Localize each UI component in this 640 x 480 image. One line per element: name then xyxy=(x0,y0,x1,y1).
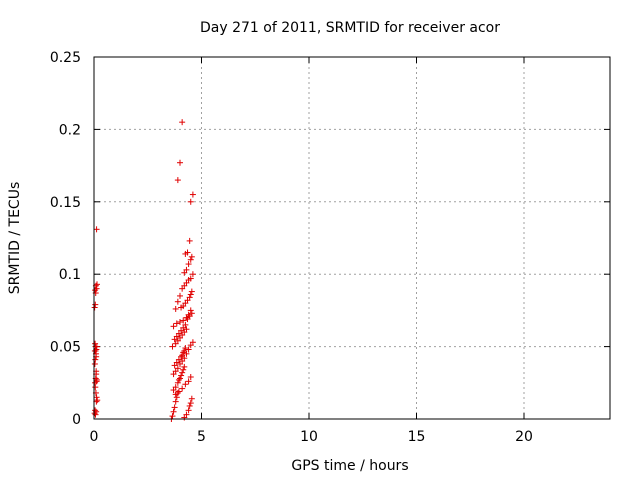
data-point xyxy=(177,318,183,325)
y-tick-label: 0.2 xyxy=(59,122,81,138)
data-point xyxy=(170,408,177,415)
data-point xyxy=(180,349,187,356)
data-point xyxy=(175,376,182,383)
data-point xyxy=(94,397,101,404)
data-point xyxy=(173,394,180,401)
data-point xyxy=(92,343,99,350)
data-point xyxy=(187,291,194,298)
data-point xyxy=(189,339,196,346)
data-point xyxy=(189,271,196,278)
data-point xyxy=(182,345,189,352)
data-point xyxy=(182,321,189,328)
data-point xyxy=(177,159,183,166)
data-point xyxy=(186,294,193,301)
data-points xyxy=(91,119,196,422)
data-point xyxy=(92,287,99,294)
data-point xyxy=(187,307,194,314)
data-point xyxy=(169,343,176,350)
data-point xyxy=(180,317,187,324)
data-point xyxy=(187,400,194,407)
data-point xyxy=(174,379,181,386)
data-point xyxy=(182,381,189,388)
data-point xyxy=(183,350,190,357)
chart-title: Day 271 of 2011, SRMTID for receiver aco… xyxy=(200,20,500,36)
data-point xyxy=(171,404,178,411)
data-point xyxy=(179,119,186,126)
data-point xyxy=(172,398,179,405)
data-point xyxy=(181,363,188,370)
data-point xyxy=(170,323,177,330)
data-point xyxy=(93,376,100,383)
data-point xyxy=(175,388,182,395)
data-point xyxy=(188,395,195,402)
y-tick-label: 0.25 xyxy=(50,50,81,66)
y-tick-label: 0 xyxy=(72,412,81,428)
data-point xyxy=(188,310,195,317)
y-tick-label: 0.05 xyxy=(50,340,81,356)
data-point xyxy=(184,249,191,256)
data-point xyxy=(189,191,196,198)
data-point xyxy=(181,355,188,362)
data-point xyxy=(93,226,100,233)
data-point xyxy=(187,256,194,263)
data-point xyxy=(94,281,101,288)
x-axis-label: GPS time / hours xyxy=(291,458,408,474)
data-point xyxy=(185,311,192,318)
plot-frame xyxy=(93,56,611,420)
data-point xyxy=(187,275,194,282)
data-point xyxy=(187,374,194,381)
data-point xyxy=(179,369,186,376)
data-point xyxy=(178,372,185,379)
data-point xyxy=(172,305,179,312)
data-point xyxy=(169,413,176,420)
data-point xyxy=(91,304,98,311)
data-point xyxy=(183,411,190,418)
data-point xyxy=(185,407,192,414)
data-point xyxy=(174,177,181,184)
data-point xyxy=(178,353,185,360)
data-point xyxy=(179,385,186,392)
data-point xyxy=(92,356,99,363)
data-point xyxy=(188,253,195,260)
data-point xyxy=(173,320,180,327)
data-point xyxy=(185,346,192,353)
data-point xyxy=(186,402,193,409)
data-point xyxy=(172,384,179,391)
data-point xyxy=(186,237,193,244)
data-point xyxy=(188,288,195,295)
data-point xyxy=(185,378,192,385)
data-point xyxy=(92,384,99,391)
x-tick-label: 5 xyxy=(197,429,206,445)
x-tick-label: 10 xyxy=(300,429,318,445)
data-point xyxy=(187,198,194,205)
data-point xyxy=(180,366,187,373)
data-point xyxy=(92,411,99,418)
data-point xyxy=(183,326,190,333)
y-tick-label: 0.15 xyxy=(50,195,81,211)
axis-ticks: 0 0.05 0.1 0.15 0.2 0.25 0 5 10 15 20 xyxy=(50,50,610,445)
y-tick-label: 0.1 xyxy=(59,267,81,283)
x-tick-label: 15 xyxy=(408,429,426,445)
data-point xyxy=(92,301,99,308)
data-point xyxy=(174,365,181,372)
data-point xyxy=(177,292,183,299)
data-point xyxy=(183,266,190,273)
data-point xyxy=(185,261,192,268)
data-point xyxy=(174,298,181,305)
x-tick-label: 20 xyxy=(515,429,533,445)
data-point xyxy=(172,391,179,398)
data-point xyxy=(177,375,183,382)
y-axis-label: SRMTID / TECUs xyxy=(7,182,23,295)
data-point xyxy=(91,347,98,354)
x-tick-label: 0 xyxy=(90,429,99,445)
grid xyxy=(94,57,610,419)
